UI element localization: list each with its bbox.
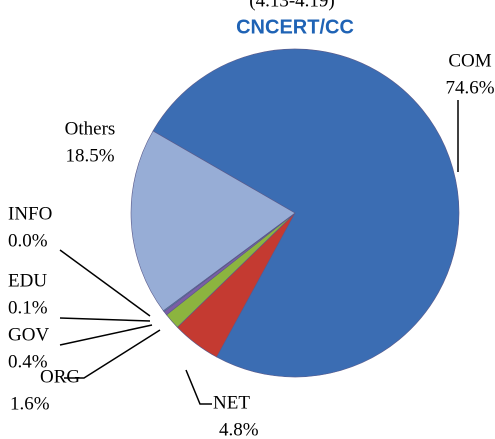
slice-value: 4.8% — [219, 419, 259, 439]
slice-value: 0.0% — [8, 230, 48, 251]
leader-line — [185, 369, 212, 405]
leader-line — [59, 249, 151, 317]
slice-label: GOV — [8, 324, 49, 345]
leader-line — [59, 324, 153, 346]
pie — [130, 48, 460, 378]
leader-line — [59, 317, 151, 322]
slice-label: Others — [65, 118, 116, 139]
pie-slice — [152, 48, 460, 378]
slice-value: 1.6% — [10, 393, 50, 414]
leader-line — [64, 329, 161, 379]
slice-label: INFO — [8, 203, 52, 224]
slice-label: COM — [448, 50, 491, 71]
slice-value: 74.6% — [445, 77, 494, 98]
pie-slice — [130, 130, 296, 312]
logo: CNCERT/CC — [236, 16, 354, 38]
leader-lines — [59, 100, 459, 405]
slice-label: ORG — [40, 366, 80, 387]
slice-label: NET — [213, 392, 250, 413]
slice-value: 18.5% — [65, 145, 114, 166]
slice-value: 0.1% — [8, 297, 48, 318]
slice-value: 0.4% — [8, 351, 48, 372]
slice-label: EDU — [8, 270, 47, 291]
chart-title: (4.13-4.19) — [249, 0, 334, 11]
